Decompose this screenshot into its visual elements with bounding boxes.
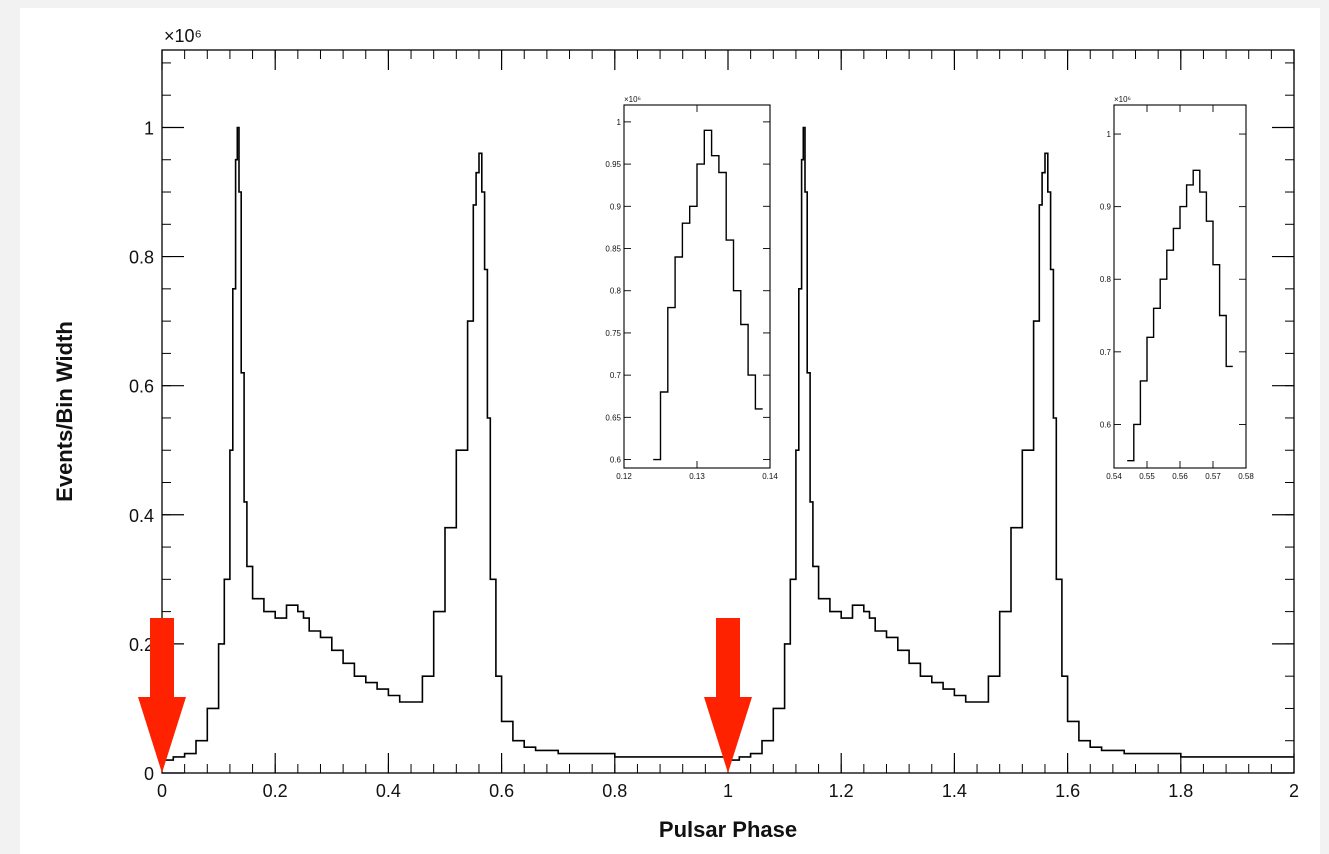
red-arrow-marker	[704, 618, 752, 773]
inset-x-tick-label: 0.54	[1106, 472, 1122, 481]
inset-y-tick-label: 0.85	[605, 245, 621, 254]
inset-x-tick-label: 0.57	[1205, 472, 1221, 481]
y-tick-label: 0.4	[129, 506, 154, 526]
inset-x-tick-label: 0.58	[1238, 472, 1254, 481]
inset-y-tick-label: 0.8	[610, 287, 622, 296]
inset-x-tick-label: 0.56	[1172, 472, 1188, 481]
y-exponent-label: ×10⁶	[164, 26, 202, 46]
x-tick-label: 0.6	[489, 781, 514, 801]
y-tick-label: 0.8	[129, 248, 154, 268]
inset-y-tick-label: 0.95	[605, 160, 621, 169]
x-tick-label: 1.8	[1168, 781, 1193, 801]
red-arrow-marker	[138, 618, 186, 773]
inset-y-tick-label: 0.6	[1100, 420, 1112, 429]
inset-plot-1: ×10⁶ 0.12 0.13 0.14 0.6 0.65 0.7 0.75 0.8 0.85 0.…	[605, 95, 778, 481]
inset-y-tick-label: 1	[617, 118, 622, 127]
x-axis-title: Pulsar Phase	[659, 817, 797, 842]
inset-y-tick-label: 0.7	[610, 371, 622, 380]
x-tick-label: 0.2	[263, 781, 288, 801]
x-tick-label: 0.4	[376, 781, 401, 801]
inset-y-tick-label: 0.9	[1100, 203, 1112, 212]
y-tick-label: 0	[144, 764, 154, 784]
inset-y-tick-label: 1	[1107, 130, 1112, 139]
y-axis-title: Events/Bin Width	[52, 321, 77, 502]
y-tick-label: 0.2	[129, 635, 154, 655]
inset-y-tick-label: 0.6	[610, 456, 622, 465]
inset-series-line	[653, 129, 763, 461]
inset-x-tick-label: 0.14	[762, 472, 778, 481]
x-tick-label: 2	[1289, 781, 1299, 801]
inset-series-line	[1127, 169, 1233, 462]
x-tick-label: 0	[157, 781, 167, 801]
inset-2-frame	[1113, 104, 1247, 469]
inset-plot-2: ×10⁶ 0.54 0.55 0.56 0.57 0.58 0.6 0.7 0.8 0.9 1	[1100, 95, 1254, 481]
inset-x-tick-label: 0.55	[1139, 472, 1155, 481]
main-plot: ×10⁶ Pulsar Phase Events/Bin Width 0 0.2 0…	[52, 26, 1299, 842]
inset-x-tick-label: 0.12	[616, 472, 632, 481]
inset-y-tick-label: 0.9	[610, 202, 622, 211]
inset-y-tick-label: 0.7	[1100, 348, 1112, 357]
inset-2-exponent-label: ×10⁶	[1114, 95, 1131, 104]
x-tick-label: 1.4	[942, 781, 967, 801]
y-tick-label: 0.6	[129, 377, 154, 397]
x-tick-label: 1.2	[829, 781, 854, 801]
inset-y-tick-label: 0.75	[605, 329, 621, 338]
y-tick-label: 1	[144, 118, 154, 138]
inset-1-frame	[623, 104, 771, 469]
x-tick-label: 0.8	[602, 781, 627, 801]
inset-y-tick-label: 0.65	[605, 413, 621, 422]
inset-x-tick-label: 0.13	[689, 472, 705, 481]
x-tick-label: 1	[723, 781, 733, 801]
x-tick-label: 1.6	[1055, 781, 1080, 801]
inset-1-exponent-label: ×10⁶	[624, 95, 641, 104]
inset-y-tick-label: 0.8	[1100, 275, 1112, 284]
